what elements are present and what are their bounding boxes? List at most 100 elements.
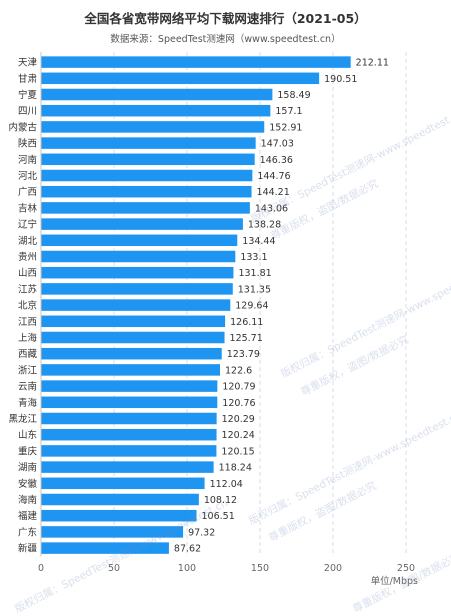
data-label: 97.32 [188,527,215,538]
y-tick-label: 湖南 [18,462,37,474]
bar [41,56,351,68]
data-label: 158.49 [277,90,310,101]
label-layer: 212.11 190.51 158.49 157.1 152.91 147.03 146.3… [174,58,389,555]
bar [41,266,234,279]
y-tick-label: 青海 [18,397,38,409]
y-tick-label: 山东 [18,429,37,441]
bar [41,169,253,182]
data-label: 122.6 [225,365,252,376]
bar [41,477,205,490]
data-label: 134.44 [242,236,275,247]
y-tick-label: 四川 [18,106,37,117]
y-tick-label: 浙江 [18,364,38,376]
data-label: 120.29 [222,414,255,425]
data-label: 87.62 [174,544,201,555]
bar [41,72,320,85]
bar [41,121,265,133]
y-tick-label: 湖北 [18,236,38,247]
data-label: 120.79 [222,382,255,393]
y-tick-label: 甘肃 [18,73,37,85]
data-label: 131.81 [238,268,271,279]
data-label: 120.24 [222,430,255,441]
data-label: 131.35 [238,284,271,295]
y-tick-label: 江苏 [18,283,38,295]
bar [41,461,214,473]
bar [41,445,217,457]
bar [41,218,243,230]
bar [41,347,222,360]
data-label: 120.15 [221,446,254,457]
y-tick-label: 河南 [18,154,37,166]
bar [41,137,256,149]
bar [41,493,199,506]
data-label: 123.79 [227,349,260,360]
bar [41,380,218,392]
data-label: 125.71 [230,333,263,344]
bar [41,331,225,344]
bar [41,88,273,101]
data-label: 144.76 [257,171,290,182]
bar-layer [41,56,351,554]
data-label: 144.21 [257,187,290,198]
y-tick-label: 西藏 [18,348,38,360]
bar [41,299,231,311]
bar [41,428,217,441]
axis-layer: 0 50 100 150 200 250 天津甘肃宁夏四川内蒙古陕西河南河北广西吉林辽宁湖北… [8,52,415,574]
x-tick-label: 0 [38,563,44,574]
bar [41,364,220,376]
bar [41,153,255,166]
y-tick-label: 吉林 [18,202,38,214]
chart-title: 全国各省宽带网络平均下载网速排行（2021-05） [84,11,367,26]
y-tick-label: 云南 [18,381,37,393]
y-tick-label: 陕西 [18,138,37,150]
data-label: 129.64 [235,301,268,312]
data-label: 138.28 [248,220,281,231]
x-tick-label: 100 [178,563,196,574]
data-label: 152.91 [269,122,302,133]
bar [41,396,218,409]
data-label: 147.03 [261,139,294,150]
y-tick-label: 安徽 [18,478,38,490]
y-tick-label: 北京 [18,300,37,312]
y-tick-label: 宁夏 [18,89,38,101]
data-label: 126.11 [230,317,263,328]
x-tick-label: 250 [397,563,415,574]
data-label: 108.12 [204,495,237,506]
x-tick-label: 50 [108,563,120,574]
data-label: 106.51 [202,511,235,522]
bar [41,202,250,214]
bar [41,234,238,247]
y-tick-label: 辽宁 [18,219,37,231]
x-tick-label: 200 [324,563,342,574]
x-axis-label: 单位/Mbps [371,575,418,587]
data-label: 120.76 [222,398,255,409]
bar [41,526,184,538]
y-tick-label: 新疆 [18,543,38,555]
bar [41,185,252,198]
chart-subtitle: 数据来源：SpeedTest测速网（www.speedtest.cn） [110,34,341,45]
y-tick-label: 广东 [18,526,37,538]
bar [41,104,271,117]
x-tick-label: 150 [251,563,269,574]
bar [41,412,217,425]
data-label: 212.11 [356,58,389,69]
y-tick-label: 贵州 [18,251,37,263]
data-label: 143.06 [255,203,288,214]
y-tick-label: 广西 [18,186,37,198]
y-tick-label: 重庆 [18,445,38,457]
data-label: 112.04 [210,479,243,490]
bar [41,509,197,522]
data-label: 133.1 [240,252,267,263]
bar [41,315,226,328]
y-tick-label: 天津 [18,58,38,69]
y-tick-label: 山西 [18,268,37,279]
y-tick-label: 海南 [18,494,37,506]
data-label: 146.36 [260,155,293,166]
y-tick-label: 河北 [18,170,38,182]
bar [41,542,169,554]
y-tick-label: 内蒙古 [8,121,37,133]
y-tick-label: 黑龙江 [8,413,37,425]
bar [41,283,233,295]
y-tick-label: 福建 [18,510,38,522]
